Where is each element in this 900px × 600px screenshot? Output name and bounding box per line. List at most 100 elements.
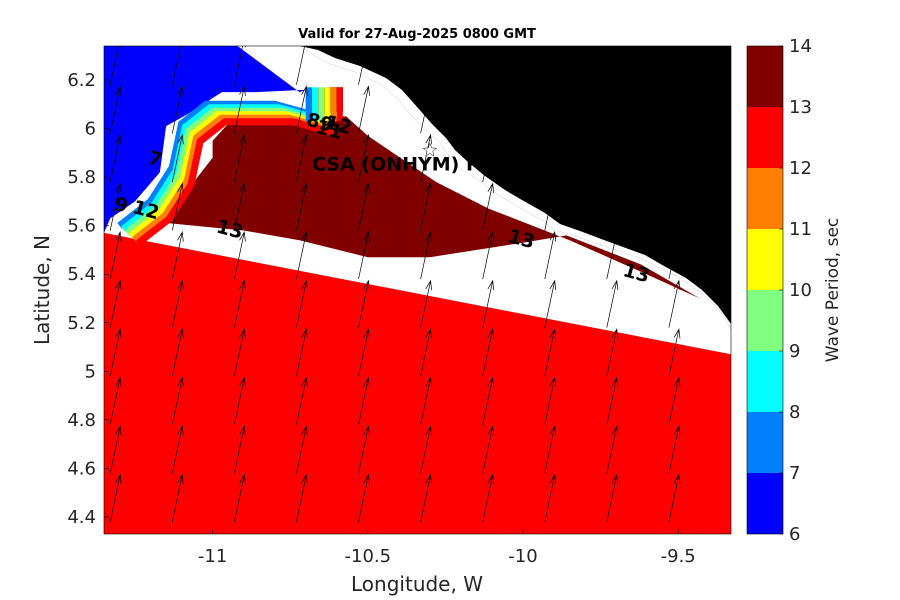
plot-frame (103, 45, 732, 535)
vector-arrow (109, 425, 122, 474)
vector-arrow (482, 473, 495, 522)
colorbar: 6 7 8 9 10 11 12 13 14 (746, 36, 812, 545)
vector-arrow (234, 133, 246, 183)
contour-strip-8 (312, 87, 318, 122)
y-tick-label: 5.6 (67, 216, 96, 237)
vector-arrow (482, 133, 495, 183)
vector-arrow (668, 328, 681, 377)
vector-arrow (171, 473, 184, 522)
colorbar-segment (747, 290, 783, 351)
vector-arrow (171, 231, 184, 280)
region-6-7 (104, 46, 306, 233)
vector-arrow (544, 328, 557, 377)
vector-arrow (296, 133, 308, 183)
x-tick-label: -11 (198, 546, 227, 567)
vector-arrow (420, 231, 432, 280)
vector-arrow (668, 133, 681, 183)
station-star-icon (422, 142, 438, 157)
vector-arrow (544, 46, 557, 85)
vector-arrow (730, 520, 731, 522)
vector-arrow (730, 471, 731, 474)
vector-arrow (171, 182, 184, 231)
vector-arrow (171, 425, 184, 474)
vector-arrow (730, 277, 731, 280)
vector-arrow (109, 279, 122, 328)
contour-strip-12 (336, 87, 343, 122)
vector-arrow (296, 231, 308, 280)
colorbar-tick-label: 8 (789, 402, 800, 423)
vector-arrow (668, 85, 681, 134)
vector-arrow (606, 328, 619, 377)
vector-arrow (420, 182, 432, 231)
vector-arrow (420, 328, 432, 377)
vector-arrow (544, 182, 557, 231)
colorbar-tick-label: 12 (789, 158, 812, 179)
vector-arrow (296, 85, 308, 134)
y-tick-label: 4.4 (67, 507, 96, 528)
vector-arrow (482, 328, 495, 377)
vector-arrow (296, 425, 308, 474)
colorbar-label: Wave Period, sec (823, 218, 843, 363)
vector-arrow (109, 231, 122, 280)
station-label: CSA (ONHYM) PPL EBS (312, 153, 554, 175)
y-tick-label: 6.2 (67, 70, 96, 91)
vector-arrow (234, 46, 246, 85)
vector-arrow (234, 231, 246, 280)
contour-strip-7 (305, 87, 312, 122)
colorbar-tick-label: 14 (789, 36, 812, 57)
vector-arrow (296, 279, 308, 328)
vector-arrow (420, 376, 432, 425)
contour-label: 7 (146, 147, 164, 172)
contour-strip-10 (324, 87, 331, 122)
vector-arrow (358, 182, 370, 231)
vector-arrow (668, 425, 681, 474)
vector-arrow (234, 279, 246, 328)
colorbar-segment (747, 107, 783, 168)
vector-arrow (296, 328, 308, 377)
vector-arrow (606, 46, 619, 85)
vector-arrow (171, 46, 184, 85)
vector-arrow (730, 228, 731, 231)
colorbar-segment (747, 168, 783, 229)
vector-arrow (358, 425, 370, 474)
x-axis-ticks: -11 -10.5 -10 -9.5 (198, 529, 696, 567)
vector-arrow (234, 473, 246, 522)
vector-arrow (171, 133, 184, 183)
vector-arrow (358, 473, 370, 522)
vector-arrow (606, 182, 619, 231)
vector-arrow (296, 376, 308, 425)
contour-band-12 (135, 118, 338, 246)
vector-arrow (730, 131, 731, 134)
y-tick-label: 5.8 (67, 167, 96, 188)
colorbar-tick-label: 6 (789, 524, 800, 545)
x-tick-label: -10.5 (345, 546, 392, 567)
vector-arrow (606, 473, 619, 522)
vector-arrow (482, 231, 495, 280)
vector-arrow (171, 328, 184, 377)
region-12-13 (104, 232, 731, 534)
x-tick-label: -10 (508, 546, 537, 567)
vector-arrow (296, 46, 308, 85)
vector-arrow (420, 46, 432, 85)
chart-title: Valid for 27-Aug-2025 0800 GMT (298, 27, 536, 42)
vector-arrow (606, 231, 619, 280)
y-axis-label: Latitude, N (30, 235, 54, 345)
vector-arrow (730, 180, 731, 182)
colorbar-segment (747, 46, 783, 107)
vector-arrow (234, 182, 246, 231)
vector-arrow (296, 182, 308, 231)
y-tick-label: 6 (85, 119, 96, 140)
y-tick-label: 5 (85, 361, 96, 382)
vector-arrow (420, 133, 432, 183)
vector-arrow (544, 473, 557, 522)
vector-arrow (606, 425, 619, 474)
vector-arrow (730, 423, 731, 425)
filled-contours (104, 46, 731, 534)
vector-arrow (606, 85, 619, 134)
vector-arrow (109, 133, 122, 183)
vector-arrow (544, 279, 557, 328)
y-axis-ticks: 4.4 4.6 4.8 5 5.2 5.4 5.6 5.8 6 6.2 (67, 70, 109, 528)
vector-arrow (544, 376, 557, 425)
vector-arrow (482, 182, 495, 231)
